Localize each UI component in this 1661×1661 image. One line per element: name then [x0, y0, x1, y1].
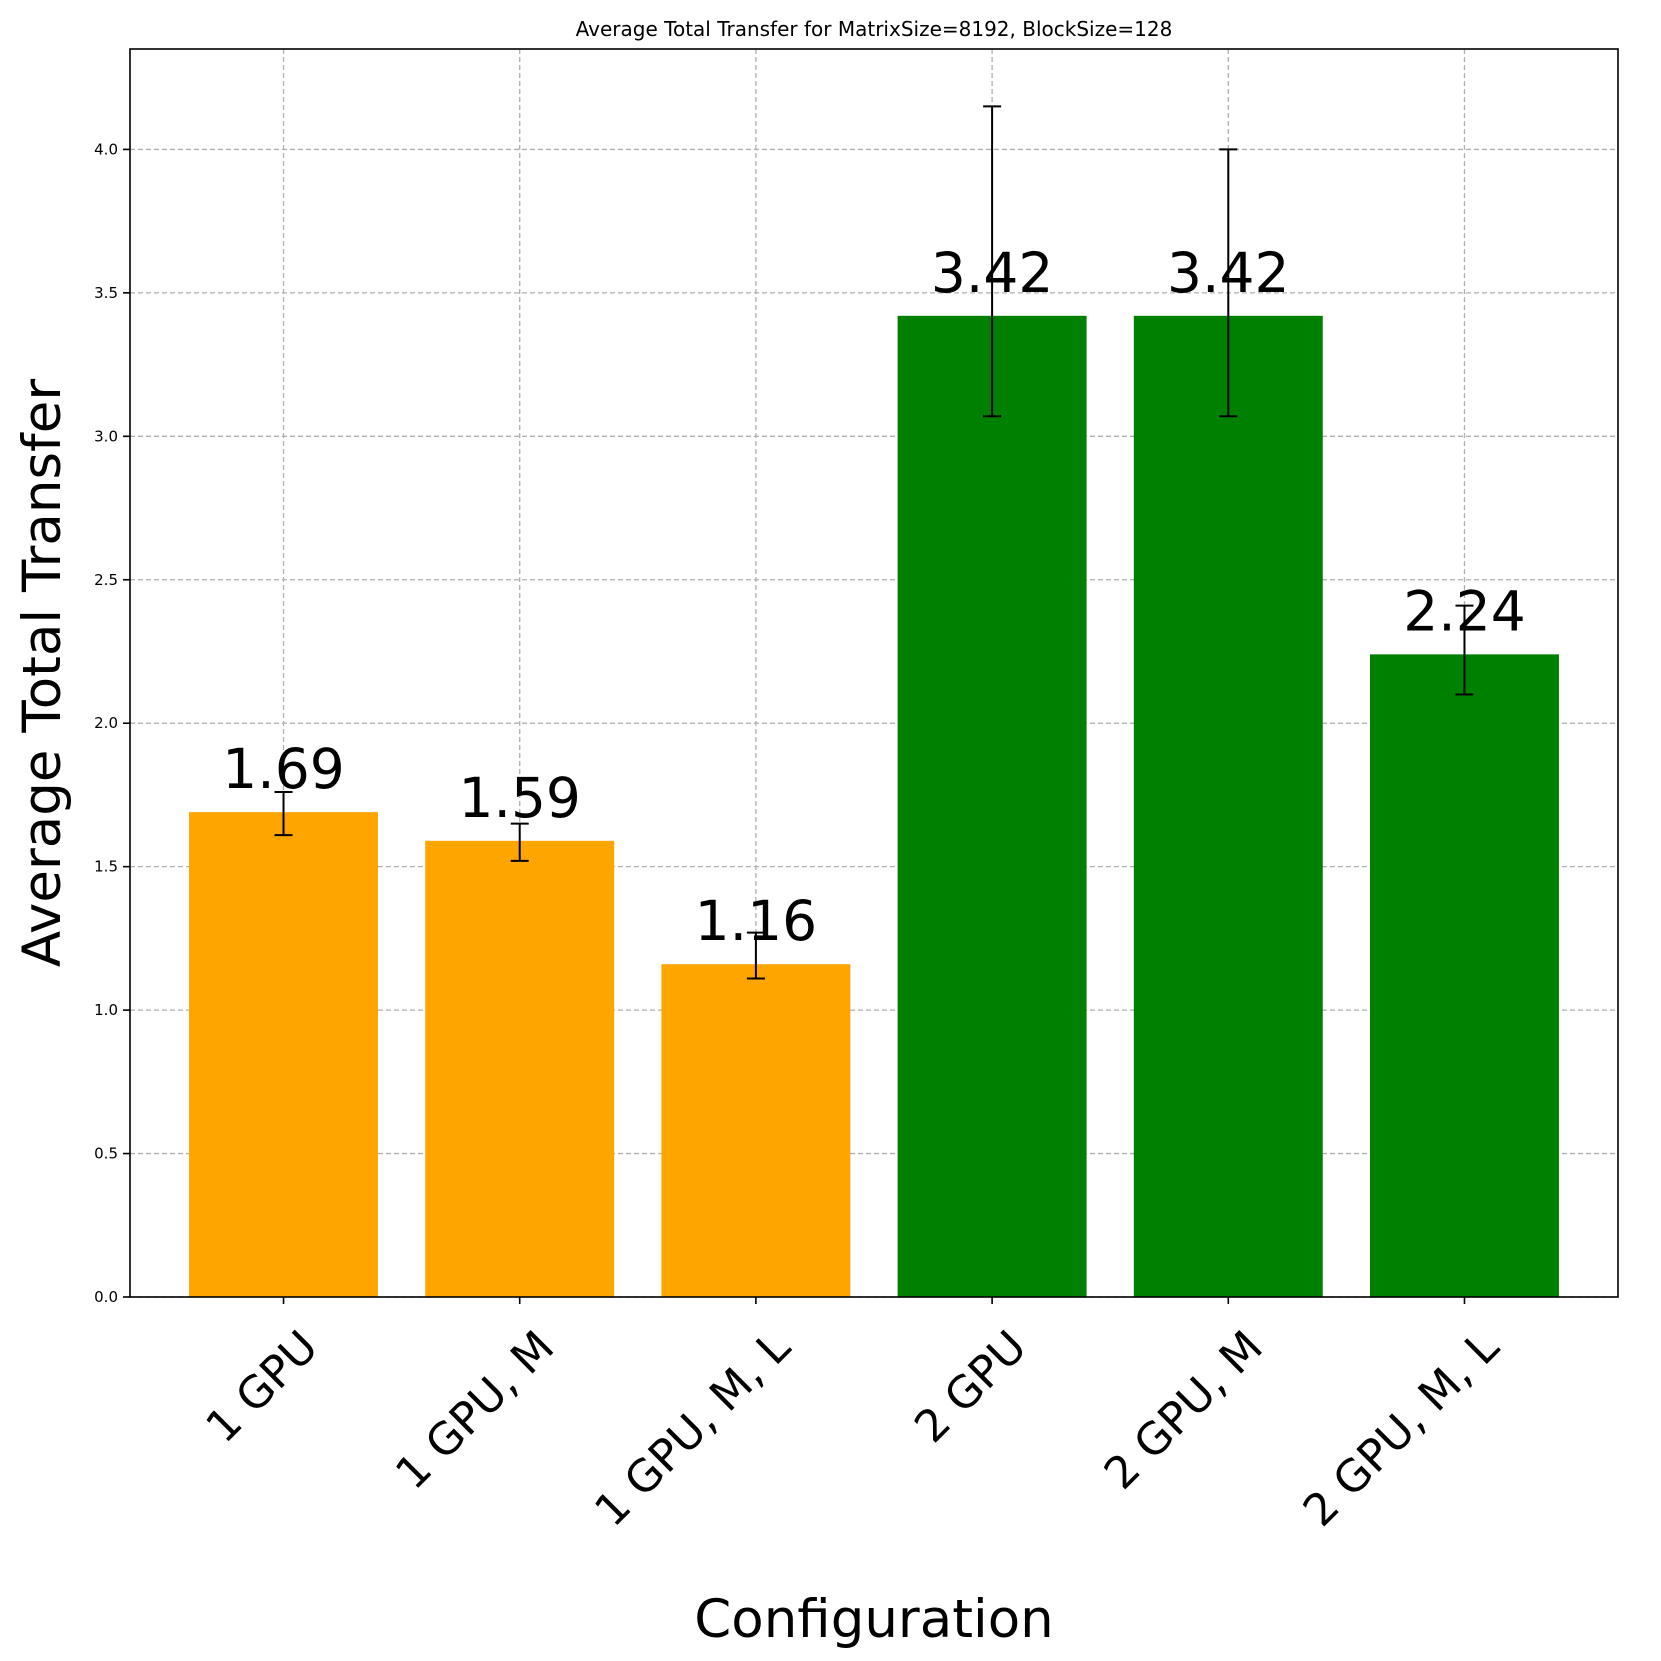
- y-tick-label: 3.0: [94, 427, 118, 445]
- y-tick-label: 4.0: [94, 140, 118, 158]
- y-tick-label: 0.0: [94, 1288, 118, 1306]
- error-bars: [274, 105, 1474, 980]
- y-axis-label: Average Total Transfer: [12, 379, 73, 967]
- value-label: 3.42: [931, 241, 1053, 305]
- y-tick-label: 1.0: [94, 1001, 118, 1019]
- y-tick-label: 0.5: [94, 1145, 118, 1163]
- value-labels: 1.69 1.59 1.16 3.42 3.42 2.24: [222, 241, 1525, 953]
- value-label: 1.69: [222, 737, 344, 801]
- x-axis-label: Configuration: [694, 1589, 1053, 1650]
- bar: [897, 315, 1087, 1297]
- bars: [189, 315, 1559, 1297]
- bar: [425, 840, 615, 1297]
- chart-title: Average Total Transfer for MatrixSize=81…: [576, 17, 1173, 41]
- bar: [189, 812, 378, 1297]
- value-label: 1.16: [695, 889, 817, 953]
- bar: [1370, 654, 1559, 1297]
- value-label: 3.42: [1167, 241, 1289, 305]
- bar: [661, 964, 851, 1297]
- y-tick-label: 3.5: [94, 284, 118, 302]
- y-tick-label: 2.5: [94, 571, 118, 589]
- y-tick-label: 1.5: [94, 858, 118, 876]
- axes-frame: [129, 48, 1619, 1298]
- value-label: 1.59: [458, 766, 580, 830]
- value-label: 2.24: [1403, 579, 1525, 643]
- y-tick-label: 2.0: [94, 714, 118, 732]
- bar: [1133, 315, 1323, 1297]
